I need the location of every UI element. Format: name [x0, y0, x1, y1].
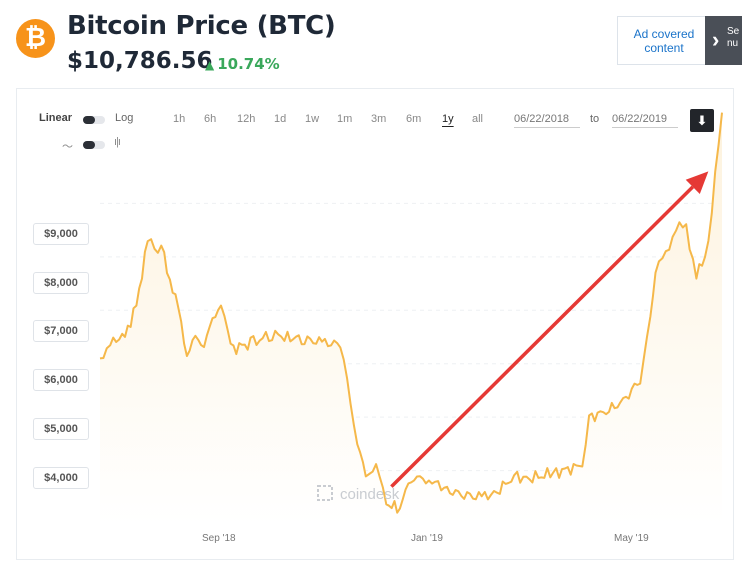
scale-toggle[interactable] — [83, 116, 105, 124]
line-chart-icon[interactable]: 〜 — [62, 141, 73, 153]
date-from-input[interactable] — [514, 110, 580, 128]
page-title: Bitcoin Price (BTC) — [67, 11, 336, 41]
range-1h[interactable]: 1h — [173, 113, 186, 125]
ad-covered-content[interactable]: Ad covered content — [617, 16, 711, 65]
download-icon: ⬇ — [696, 113, 708, 128]
download-button[interactable]: ⬇ — [690, 109, 714, 132]
range-12h[interactable]: 12h — [237, 113, 256, 125]
date-to-input[interactable] — [612, 110, 678, 128]
toggle-knob — [83, 116, 95, 124]
price-area-fill — [100, 112, 722, 524]
ad-cut-text: Se nu — [727, 26, 740, 49]
y-tick-label: $9,000 — [33, 223, 89, 245]
date-separator: to — [590, 113, 600, 125]
y-tick-label: $5,000 — [33, 418, 89, 440]
scale-log-label[interactable]: Log — [115, 112, 134, 124]
chart-type-toggle[interactable] — [83, 141, 105, 149]
x-tick-label: May '19 — [614, 533, 649, 544]
range-1m[interactable]: 1m — [337, 113, 353, 125]
coindesk-logo-icon — [317, 485, 333, 501]
x-tick-label: Jan '19 — [411, 533, 443, 544]
up-arrow-icon: ▲ — [205, 58, 215, 72]
current-price: $10,786.56 — [67, 48, 213, 74]
scale-linear-label[interactable]: Linear — [39, 112, 73, 124]
range-3m[interactable]: 3m — [371, 113, 387, 125]
range-6m[interactable]: 6m — [406, 113, 422, 125]
price-change-value: 10.74% — [217, 55, 280, 73]
toggle-knob — [83, 141, 95, 149]
price-change: ▲ 10.74% — [205, 55, 280, 73]
y-tick-label: $7,000 — [33, 320, 89, 342]
y-tick-label: $4,000 — [33, 467, 89, 489]
range-1d[interactable]: 1d — [274, 113, 287, 125]
range-1y[interactable]: 1y — [442, 113, 454, 125]
range-all[interactable]: all — [472, 113, 484, 125]
x-tick-label: Sep '18 — [202, 533, 236, 544]
y-tick-label: $8,000 — [33, 272, 89, 294]
ad-next-button[interactable]: › Se nu — [705, 16, 742, 65]
coindesk-watermark: coindesk — [340, 486, 400, 503]
trend-arrowhead — [685, 171, 709, 194]
candlestick-icon[interactable]: ı|ı — [114, 136, 121, 148]
chevron-right-icon: › — [712, 27, 720, 52]
price-line — [99, 112, 723, 514]
y-tick-label: $6,000 — [33, 369, 89, 391]
range-6h[interactable]: 6h — [204, 113, 217, 125]
range-1w[interactable]: 1w — [305, 113, 320, 125]
bitcoin-logo-icon: ₿ — [16, 19, 55, 58]
trend-arrow-line — [390, 185, 695, 488]
